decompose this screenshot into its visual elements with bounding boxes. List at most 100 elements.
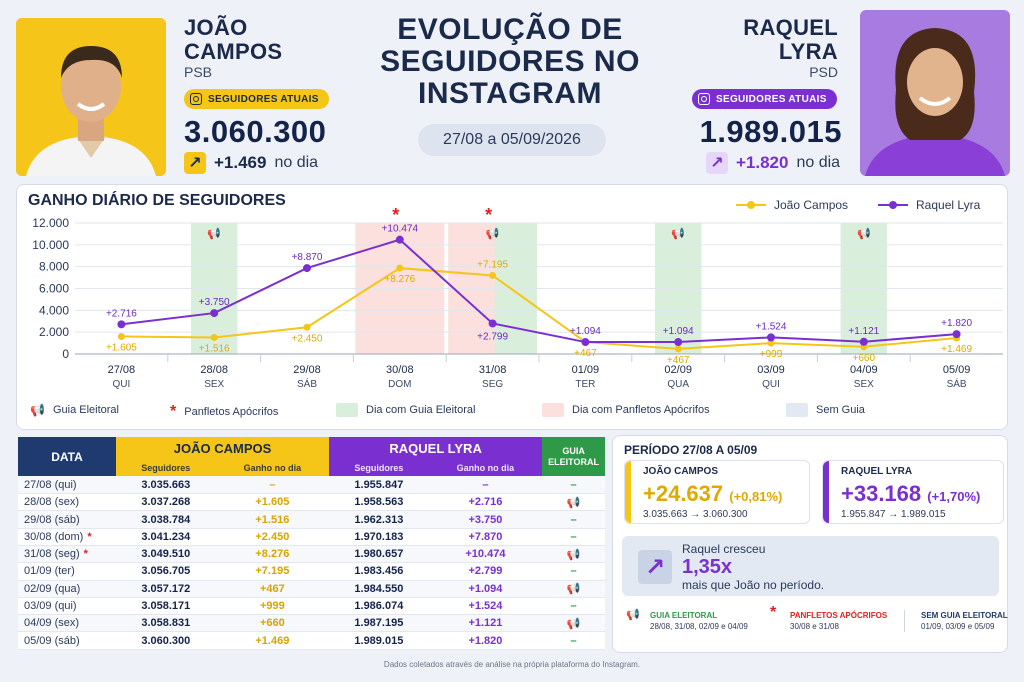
- growth-line2: mais que João no período.: [682, 578, 825, 592]
- row-raquel-gain-text: +2.716: [468, 496, 503, 509]
- row-raquel-gain-text: –: [482, 478, 489, 491]
- row-guia-text: –: [570, 565, 577, 578]
- period-joao-pct: (+0,81%): [729, 489, 783, 504]
- row-raquel-followers-text: 1.980.657: [354, 548, 404, 561]
- row-guia: 📢: [542, 614, 605, 633]
- table-row: 01/09 (ter) 3.056.705 +7.195 1.983.456 +2.79…: [18, 562, 605, 581]
- row-joao-followers: 3.056.705: [116, 562, 216, 581]
- row-date-text: 01/09 (ter): [24, 565, 75, 578]
- row-raquel-gain-text: +7.870: [468, 530, 503, 543]
- legend-guia: 📢 Guia Eleitoral: [30, 403, 119, 417]
- col-joao: JOÃO CAMPOS: [116, 437, 330, 459]
- row-joao-followers-text: 3.056.705: [141, 565, 191, 578]
- row-raquel-gain-text: +2.799: [468, 565, 503, 578]
- row-joao-followers: 3.037.268: [116, 493, 216, 512]
- instagram-icon: [190, 93, 202, 105]
- data-point: [117, 332, 125, 340]
- data-point: [674, 338, 683, 347]
- legend-guia-label: Guia Eleitoral: [52, 404, 119, 416]
- table-row: 05/09 (sáb) 3.060.300 +1.469 1.989.015 +1.82…: [18, 631, 605, 650]
- data-point: [395, 235, 404, 244]
- row-guia-text: 📢: [566, 617, 581, 630]
- row-joao-followers: 3.058.831: [116, 614, 216, 633]
- data-point: [674, 345, 682, 353]
- data-point: [210, 333, 218, 341]
- joao-name-line2: CAMPOS: [184, 39, 283, 64]
- row-raquel-followers: 1.958.563: [329, 493, 429, 512]
- col-guia: GUIA ELEITORAL: [542, 437, 605, 477]
- arrow-up-right-icon: ↗: [184, 152, 206, 174]
- raquel-photo: [860, 10, 1010, 176]
- row-joao-gain: +467: [215, 580, 330, 598]
- row-joao-gain-text: +660: [259, 617, 285, 630]
- row-raquel-followers: 1.987.195: [329, 614, 429, 633]
- x-tick-label: 04/09: [850, 364, 878, 376]
- row-raquel-gain-text: +3.750: [468, 513, 503, 526]
- row-guia: 📢: [542, 580, 605, 598]
- row-guia: –: [542, 597, 605, 616]
- legend-guia-swatch: [336, 403, 358, 417]
- joao-badge-label: SEGUIDORES ATUAIS: [208, 93, 319, 105]
- chart-title: GANHO DIÁRIO DE SEGUIDORES: [28, 192, 286, 209]
- foot-legend-guia: 📢 GUIA ELEITORAL 28/08, 31/08, 02/09 e 0…: [626, 610, 748, 632]
- data-label-joao: +7.195: [477, 259, 508, 270]
- person-portrait-icon: [16, 18, 166, 176]
- row-joao-followers: 3.060.300: [116, 631, 216, 650]
- row-raquel-gain: +2.799: [428, 562, 543, 581]
- row-raquel-gain-text: +1.820: [468, 634, 503, 647]
- period-title: PERÍODO 27/08 A 05/09: [624, 443, 758, 457]
- period-joao-label: JOÃO CAMPOS: [643, 466, 719, 477]
- asterisk-icon: *: [485, 205, 492, 225]
- row-date-text: 28/08 (sex): [24, 496, 80, 509]
- raquel-followers: 1.989.015: [699, 114, 842, 149]
- row-joao-gain: +8.276: [215, 545, 330, 564]
- data-label-raquel: +8.870: [292, 252, 323, 263]
- period-joao-gain-value: +24.637: [643, 481, 724, 506]
- data-point: [396, 264, 404, 272]
- row-date: 30/08 (dom) *: [18, 528, 116, 546]
- row-raquel-gain-text: +1.524: [468, 600, 503, 613]
- row-joao-followers-text: 3.057.172: [141, 582, 191, 595]
- data-label-raquel: +1.820: [941, 318, 972, 329]
- row-joao-gain-text: +7.195: [255, 565, 290, 578]
- legend-joao: João Campos: [736, 198, 848, 212]
- row-joao-followers: 3.057.172: [116, 580, 216, 598]
- table-row: 31/08 (seg) * 3.049.510 +8.276 1.980.657 +10.…: [18, 545, 605, 564]
- row-date-text: 03/09 (qui): [24, 600, 77, 613]
- x-tick-label: 05/09: [943, 364, 971, 376]
- data-point: [303, 264, 311, 273]
- asterisk-icon: *: [83, 548, 88, 561]
- x-tick-label: 28/08: [200, 364, 228, 376]
- row-joao-gain-text: +2.450: [255, 530, 290, 543]
- row-joao-followers: 3.058.171: [116, 597, 216, 616]
- data-label-raquel: +3.750: [199, 297, 230, 308]
- data-label-joao: +1.469: [941, 344, 972, 355]
- y-tick-label: 4.000: [39, 303, 69, 317]
- row-raquel-followers: 1.955.847: [329, 476, 429, 495]
- x-tick-label: 27/08: [108, 364, 136, 376]
- row-raquel-followers-text: 1.958.563: [354, 496, 404, 509]
- x-tick-weekday: SEX: [854, 379, 874, 390]
- row-guia: –: [542, 562, 605, 581]
- data-point: [210, 309, 219, 318]
- foot-sem-days: 01/09, 03/09 e 05/09: [921, 622, 995, 631]
- legend-panfleto-label: Panfletos Apócrifos: [184, 406, 279, 418]
- data-point: [767, 339, 775, 347]
- legend-raquel: Raquel Lyra: [878, 198, 980, 212]
- legend-guia-day: Dia com Guia Eleitoral: [336, 403, 475, 417]
- row-joao-followers-text: 3.038.784: [141, 513, 191, 526]
- row-date: 01/09 (ter): [18, 562, 116, 581]
- row-guia-text: 📢: [566, 583, 581, 596]
- row-joao-gain: +7.195: [215, 562, 330, 581]
- row-joao-gain-text: –: [269, 478, 276, 491]
- row-joao-gain: +1.469: [215, 631, 330, 650]
- legend-panfleto-day-label: Dia com Panfletos Apócrifos: [572, 404, 710, 416]
- card-bar: [823, 461, 829, 523]
- row-date: 03/09 (qui): [18, 597, 116, 616]
- data-label-joao: +467: [667, 355, 690, 366]
- row-date: 04/09 (sex): [18, 614, 116, 633]
- period-raquel-pct: (+1,70%): [927, 489, 981, 504]
- row-raquel-followers-text: 1.955.847: [354, 478, 404, 491]
- row-raquel-followers: 1.962.313: [329, 510, 429, 529]
- row-joao-gain: –: [215, 476, 330, 495]
